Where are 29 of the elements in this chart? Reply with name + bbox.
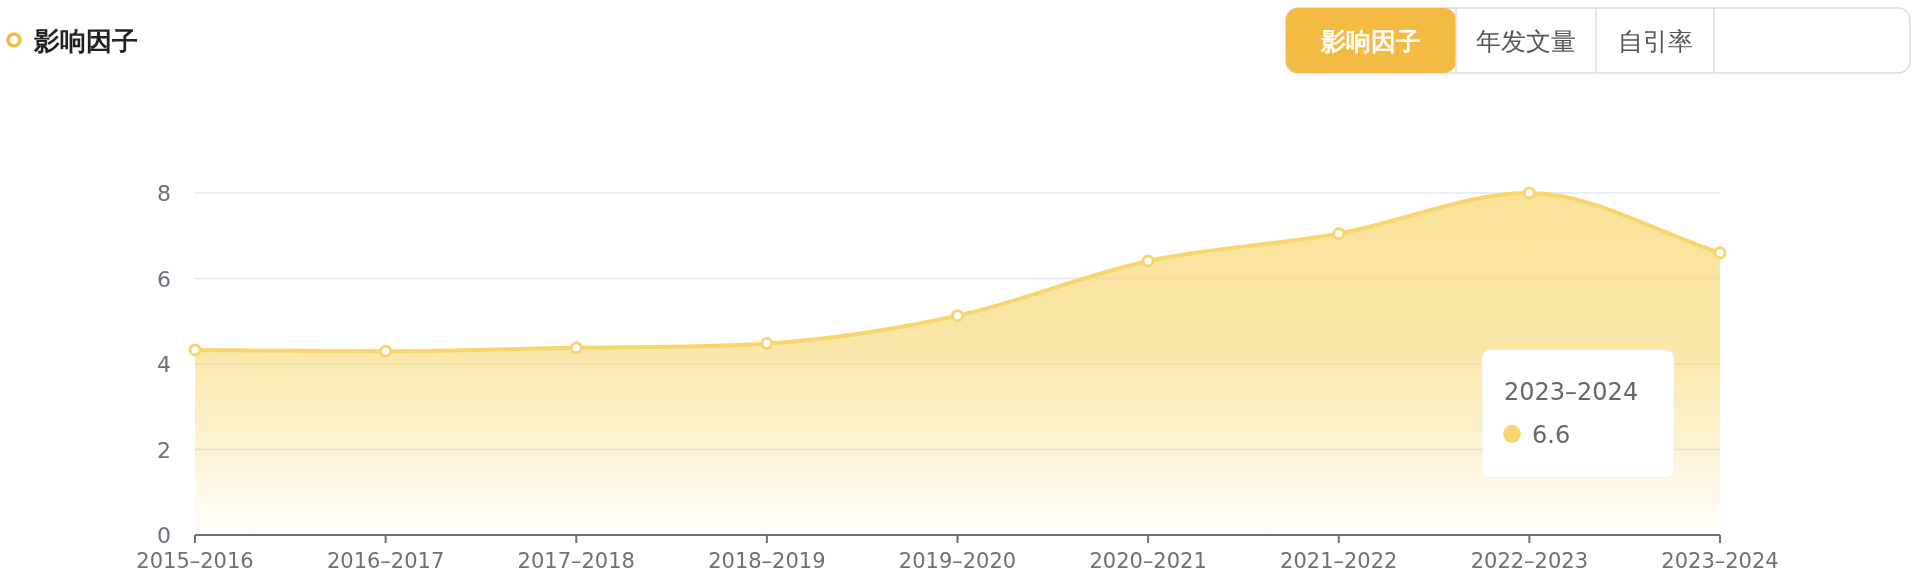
point xyxy=(1713,246,1727,260)
text: 年发文量 xyxy=(1476,26,1576,56)
chart-title: 影响因子 xyxy=(33,26,138,56)
x-tick-label: 2016–2017 xyxy=(326,549,445,573)
y-tick-label: 8 xyxy=(157,181,171,206)
x-tick-label: 2018–2019 xyxy=(708,549,826,573)
x-tick-label: 2022–2023 xyxy=(1470,549,1589,573)
text: 自引率 xyxy=(1617,26,1693,56)
x-tick-label: 2015–2016 xyxy=(136,549,254,573)
text: 影响因子 xyxy=(1320,26,1421,56)
x-tick-label: 2019–2020 xyxy=(898,549,1017,573)
point xyxy=(951,309,964,323)
point xyxy=(1332,227,1346,241)
annotation: 2023–2024 xyxy=(1504,377,1639,406)
y-tick-label: 6 xyxy=(157,266,171,292)
point xyxy=(188,343,202,357)
x-tick-label: 2020–2021 xyxy=(1089,549,1207,573)
y-tick-label: 4 xyxy=(157,352,171,377)
point xyxy=(569,341,583,355)
x-tick-label: 2021–2022 xyxy=(1280,549,1398,573)
x-tick-label: 2023–2024 xyxy=(1661,549,1779,573)
y-tick-label: 2 xyxy=(157,437,171,463)
point xyxy=(379,344,393,358)
point xyxy=(760,336,774,350)
y-tick-label: 0 xyxy=(157,523,171,548)
point xyxy=(1522,186,1536,200)
annotation: 6.6 xyxy=(1532,420,1571,449)
point xyxy=(1141,254,1155,268)
x-tick-label: 2017–2018 xyxy=(517,549,635,573)
